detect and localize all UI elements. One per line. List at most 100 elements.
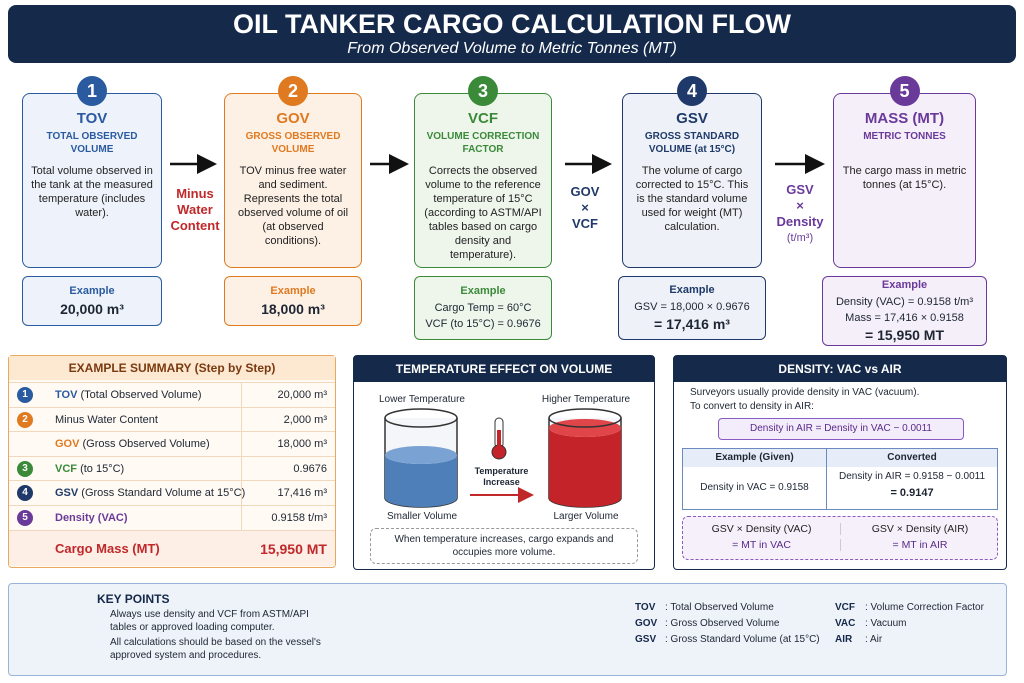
summary-panel: EXAMPLE SUMMARY (Step by Step) 1 TOV (Tota… — [8, 355, 336, 568]
example-label: Example — [460, 284, 506, 297]
step-name: GROSS OBSERVED VOLUME — [245, 131, 341, 155]
summary-row: 1 TOV (Total Observed Volume) 20,000 m³ — [9, 382, 335, 407]
step-abbr: VCF — [468, 110, 498, 127]
row-value: 2,000 m³ — [241, 407, 327, 432]
total-value: 15,950 MT — [260, 541, 327, 557]
table-header: Converted — [827, 449, 997, 467]
panel-title: TEMPERATURE EFFECT ON VOLUME — [354, 356, 654, 382]
connector-text: (t/m³) — [786, 232, 814, 244]
example-label: Example — [69, 284, 115, 297]
connector-text: GOV — [570, 184, 600, 199]
step-abbr: TOV — [76, 110, 108, 127]
row-text: (to 15°C) — [80, 462, 125, 475]
intro-line: Surveyors usually provide density in VAC… — [690, 387, 920, 398]
step-description: TOV minus free water and sediment. Repre… — [237, 165, 349, 247]
thermo-label: Temperature Increase — [474, 466, 529, 487]
example-box: Example Density (VAC) = 0.9158 t/m³ Mass =… — [822, 276, 987, 346]
row-value: 0.9676 — [241, 456, 327, 481]
connector-text: × — [796, 198, 804, 213]
row-abbr: VCF — [55, 462, 77, 475]
example-label: Example — [669, 283, 715, 296]
cylinders — [384, 408, 622, 508]
connector-text: Density — [776, 214, 824, 229]
abbr-meaning: : Gross Standard Volume (at 15°C) — [665, 634, 820, 645]
row-text: (Total Observed Volume) — [80, 389, 202, 401]
converted-line: Density in AIR = 0.9158 − 0.0011 — [838, 471, 986, 482]
row-value: 20,000 m³ — [241, 383, 327, 407]
row-label: VCF (to 15°C) — [55, 457, 124, 481]
connector-label: GOV × VCF — [545, 184, 625, 232]
row-number: 1 — [17, 387, 33, 403]
summary-row: 3 VCF (to 15°C) 0.9676 — [9, 455, 335, 481]
row-abbr: GOV — [55, 438, 80, 450]
summary-total: Cargo Mass (MT) 15,950 MT — [9, 530, 335, 566]
given-cell: Density in VAC = 0.9158 — [683, 467, 827, 509]
step-description: Total volume observed in the tank at the… — [31, 165, 153, 219]
higher-label: Higher Temperature — [541, 394, 631, 405]
step-name: GROSS STANDARD VOLUME (at 15°C) — [644, 131, 740, 155]
subtitle: From Observed Volume to Metric Tonnes (M… — [347, 40, 677, 57]
summary-row: 5 Density (VAC) 0.9158 t/m³ — [9, 504, 335, 530]
row-number: 4 — [17, 485, 33, 501]
row-label: Density (VAC) — [55, 506, 128, 530]
row-abbr: GSV — [55, 487, 79, 499]
example-line: = 17,416 m³ — [654, 315, 730, 332]
title: OIL TANKER CARGO CALCULATION FLOW — [233, 9, 791, 39]
row-value: 18,000 m³ — [241, 432, 327, 456]
summary-row: 4 GSV (Gross Standard Volume at 15°C) 17,4… — [9, 480, 335, 505]
connector-label: GSV × Density (t/m³) — [760, 182, 840, 246]
example-line: 20,000 m³ — [60, 300, 124, 317]
row-number: 2 — [17, 411, 33, 428]
step-description: Corrects the observed volume to the refe… — [424, 165, 542, 261]
example-box: Example GSV = 18,000 × 0.9676 = 17,416 m³ — [618, 276, 766, 340]
density-panel: DENSITY: VAC vs AIR Surveyors usually pro… — [673, 355, 1007, 570]
connector-text: GSV — [786, 182, 814, 197]
abbr-key: GOV — [635, 618, 658, 629]
row-abbr: TOV — [55, 389, 78, 401]
abbr-key: VCF — [835, 602, 855, 613]
converted-line: = 0.9147 — [890, 487, 934, 499]
row-text: (Gross Standard Volume at 15°C) — [81, 487, 246, 499]
abbr-key: GSV — [635, 634, 657, 645]
abbr-meaning: : Volume Correction Factor — [865, 602, 984, 613]
header-bg — [8, 5, 1016, 63]
step-abbr: GOV — [276, 110, 310, 127]
example-line: = 15,950 MT — [865, 326, 944, 343]
connector-text: Water — [177, 202, 213, 217]
intro-line: To convert to density in AIR: — [690, 401, 814, 412]
formula: Density in AIR = Density in VAC − 0.0011 — [718, 418, 964, 440]
lower-label: Lower Temperature — [379, 394, 465, 405]
step-name: VOLUME CORRECTION FACTOR — [426, 131, 540, 155]
example-box: Example 18,000 m³ — [224, 276, 362, 326]
table-header: Example (Given) — [683, 449, 827, 467]
result-line: GSV × Density (VAC) — [683, 523, 841, 535]
row-number: 3 — [17, 460, 33, 477]
example-line: Cargo Temp = 60°C — [434, 301, 532, 314]
key-title: KEY POINTS — [97, 592, 170, 606]
step-number: 3 — [468, 76, 498, 106]
example-box: Example Cargo Temp = 60°C VCF (to 15°C) = … — [414, 276, 552, 340]
abbr-key: VAC — [835, 618, 856, 629]
step-description: The volume of cargo corrected to 15°C. T… — [635, 165, 749, 233]
step-number: 1 — [77, 76, 107, 106]
summary-title: EXAMPLE SUMMARY (Step by Step) — [9, 356, 335, 380]
row-label: TOV (Total Observed Volume) — [55, 383, 202, 407]
connector-text: VCF — [572, 216, 598, 231]
step-card: GSV GROSS STANDARD VOLUME (at 15°C) The vo… — [622, 93, 762, 268]
summary-row: GOV (Gross Observed Volume) 18,000 m³ — [9, 431, 335, 456]
temperature-note: When temperature increases, cargo expand… — [370, 528, 638, 564]
row-label: GSV (Gross Standard Volume at 15°C) — [55, 481, 245, 505]
step-name: TOTAL OBSERVED VOLUME — [46, 131, 138, 155]
results-box: GSV × Density (VAC) = MT in VAC GSV × Dens… — [682, 516, 998, 560]
result-line: GSV × Density (AIR) — [871, 523, 969, 535]
row-text: (Gross Observed Volume) — [82, 438, 210, 450]
result-line: = MT in VAC — [683, 539, 841, 551]
key-points-panel: KEY POINTS Always use density and VCF fro… — [8, 583, 1007, 676]
row-value: 17,416 m³ — [241, 481, 327, 505]
step-number: 2 — [278, 76, 308, 106]
example-line: VCF (to 15°C) = 0.9676 — [425, 317, 541, 330]
example-label: Example — [270, 284, 316, 297]
result-line: = MT in AIR — [892, 539, 948, 551]
example-label: Example — [881, 278, 928, 291]
